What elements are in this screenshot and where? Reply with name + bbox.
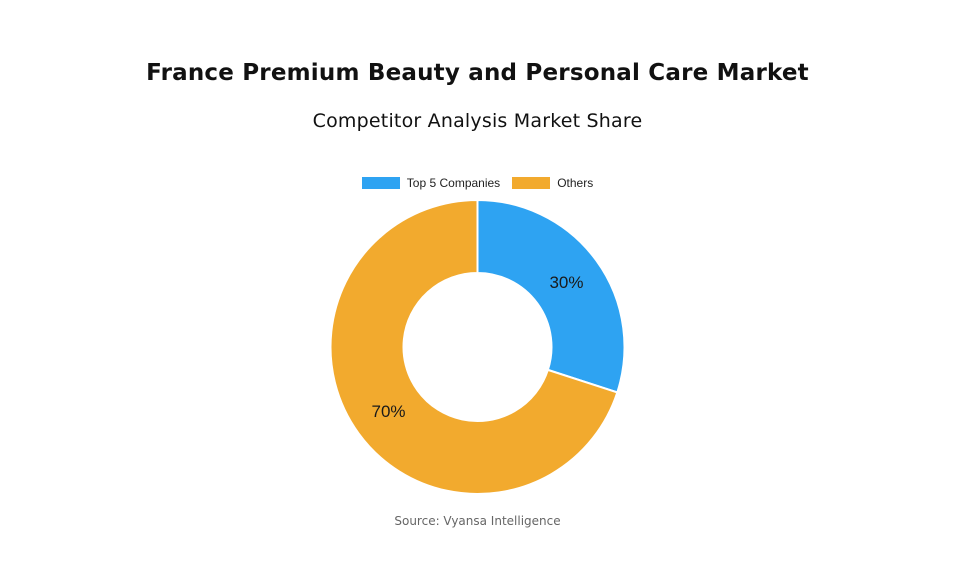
donut-slice-others[interactable] xyxy=(329,198,619,495)
slice-label-top5: 30% xyxy=(549,273,583,292)
legend-label-others: Others xyxy=(557,176,594,190)
donut-slice-top5[interactable] xyxy=(476,198,626,394)
legend-item-others[interactable]: Others xyxy=(512,176,593,190)
source-note: Source: Vyansa Intelligence xyxy=(394,514,561,528)
legend-swatch-others xyxy=(512,177,551,189)
slice-label-others: 70% xyxy=(371,402,405,421)
donut-labels: 30% 70% xyxy=(371,273,583,421)
chart-legend: Top 5 Companies Others xyxy=(0,176,955,190)
donut-slices xyxy=(329,198,626,495)
chart-title: France Premium Beauty and Personal Care … xyxy=(146,60,809,86)
chart-subtitle: Competitor Analysis Market Share xyxy=(312,110,643,132)
legend-item-top5[interactable]: Top 5 Companies xyxy=(361,176,501,190)
legend-label-top5: Top 5 Companies xyxy=(406,176,501,190)
legend-swatch-top5 xyxy=(361,177,400,189)
